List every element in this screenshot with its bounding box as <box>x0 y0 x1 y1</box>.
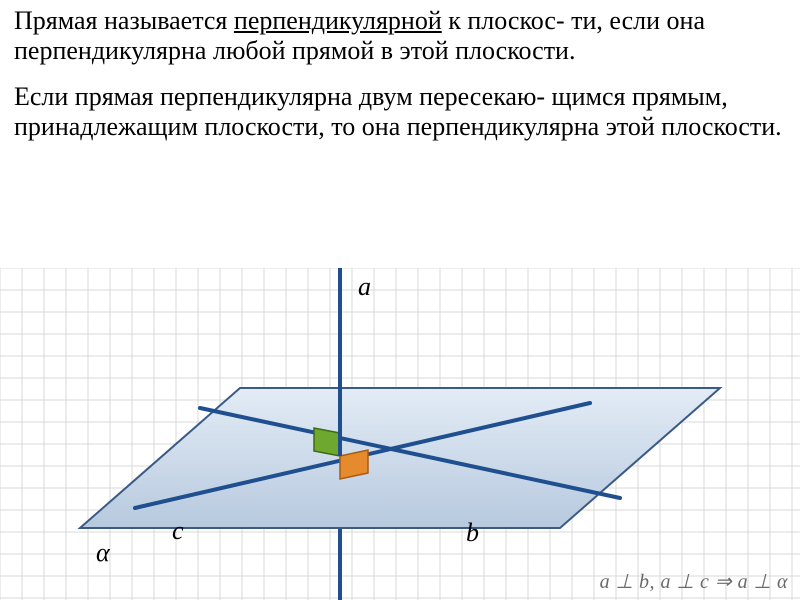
label-alpha: α <box>96 538 110 568</box>
theorem-text: Если прямая перпендикулярна двум пересек… <box>14 82 782 141</box>
def-underlined: перпендикулярной <box>234 6 442 35</box>
formula-text: a ⊥ b, a ⊥ c ⇒ a ⊥ α <box>600 569 788 594</box>
right-angle-marker-green <box>314 428 340 456</box>
def-pre: Прямая называется <box>14 6 234 35</box>
diagram-area: a b c α a ⊥ b, a ⊥ c ⇒ a ⊥ α <box>0 268 800 600</box>
plane-alpha <box>80 388 720 528</box>
right-angle-marker-orange <box>340 450 368 479</box>
label-b: b <box>466 518 479 548</box>
slide: Прямая называется перпендикулярной к пло… <box>0 0 800 600</box>
geometry-figure <box>0 268 800 600</box>
definition-paragraph: Прямая называется перпендикулярной к пло… <box>0 0 800 70</box>
label-a: a <box>358 272 371 302</box>
label-c: c <box>172 516 184 546</box>
theorem-paragraph: Если прямая перпендикулярна двум пересек… <box>0 76 800 146</box>
